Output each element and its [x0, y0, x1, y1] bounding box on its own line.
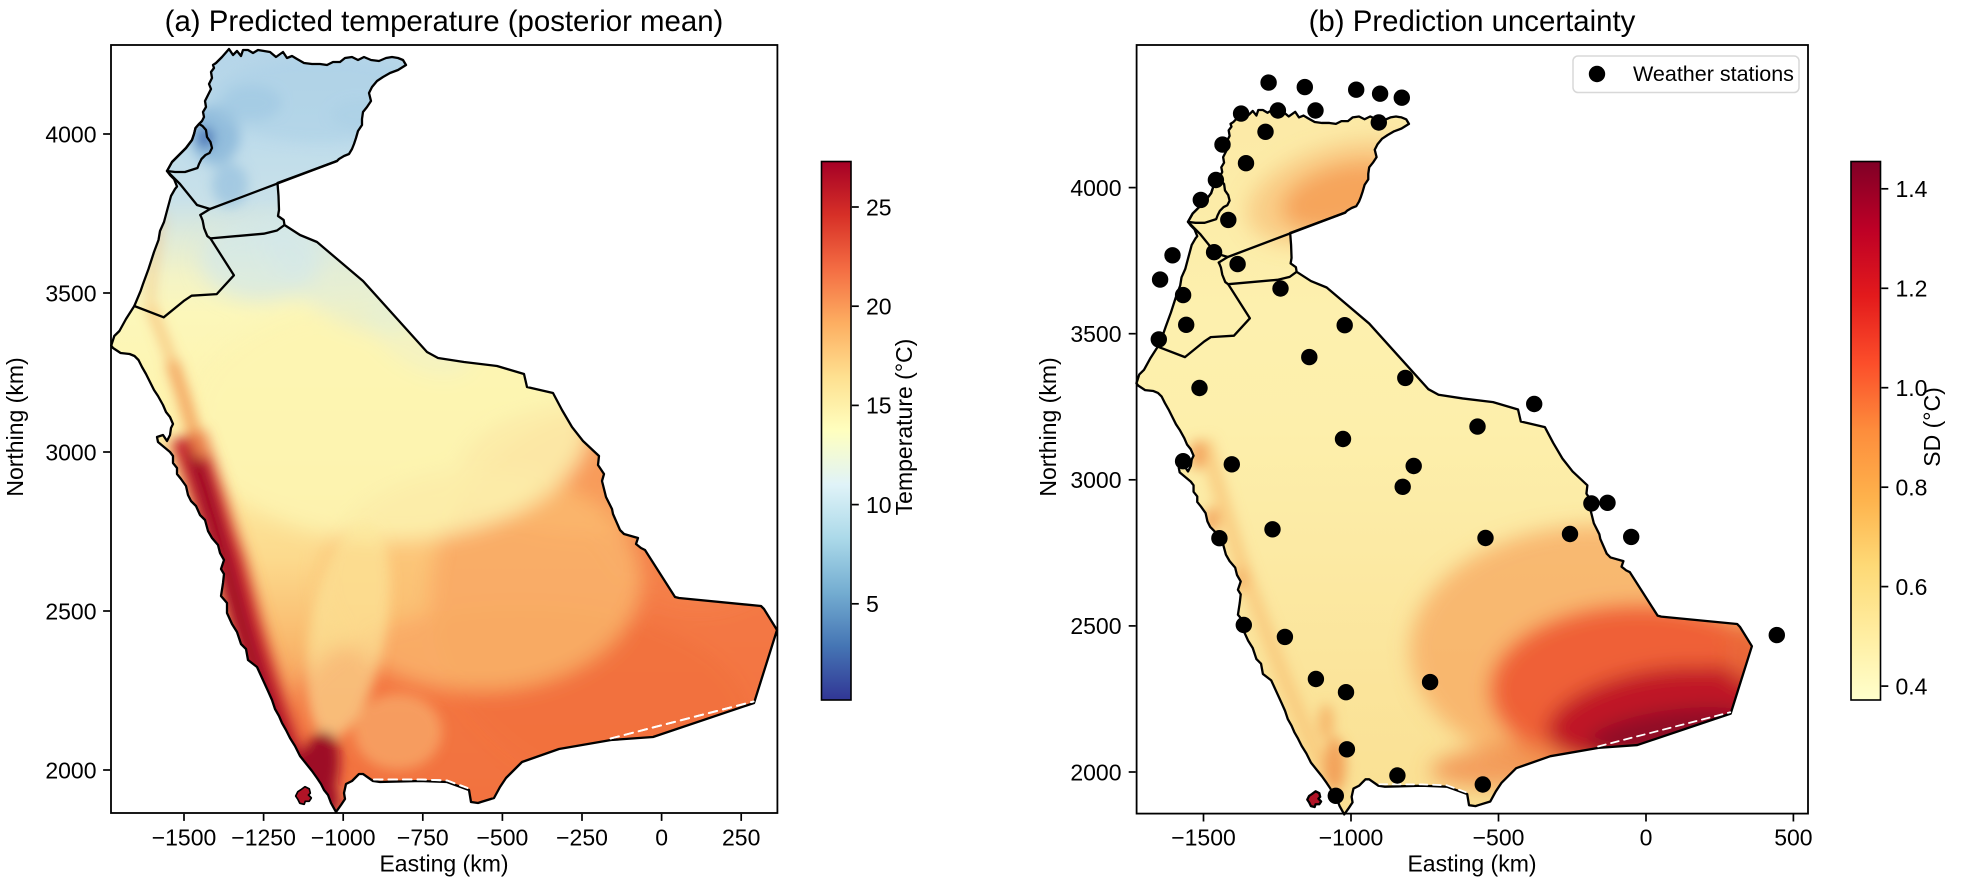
svg-text:−1500: −1500 — [1171, 825, 1236, 851]
svg-text:Weather stations: Weather stations — [1633, 62, 1794, 86]
svg-text:1.0: 1.0 — [1896, 375, 1928, 401]
svg-text:(a) Predicted temperature (pos: (a) Predicted temperature (posterior mea… — [165, 5, 724, 38]
svg-text:500: 500 — [1774, 825, 1812, 851]
svg-text:3500: 3500 — [1070, 321, 1121, 347]
svg-text:1.4: 1.4 — [1896, 176, 1928, 202]
svg-text:Temperature (°C): Temperature (°C) — [891, 339, 917, 516]
svg-text:2500: 2500 — [1070, 613, 1121, 639]
svg-text:Northing (km): Northing (km) — [2, 357, 28, 496]
svg-text:−250: −250 — [556, 825, 608, 851]
svg-text:Easting (km): Easting (km) — [379, 851, 508, 877]
svg-text:SD (°C): SD (°C) — [1919, 387, 1945, 466]
svg-text:0: 0 — [1640, 825, 1653, 851]
svg-text:10: 10 — [866, 492, 892, 518]
svg-text:−1250: −1250 — [231, 825, 296, 851]
svg-text:2000: 2000 — [1070, 759, 1121, 785]
svg-text:4000: 4000 — [45, 121, 96, 147]
svg-text:−500: −500 — [476, 825, 528, 851]
svg-text:15: 15 — [866, 393, 892, 419]
svg-text:20: 20 — [866, 294, 892, 320]
svg-text:0.6: 0.6 — [1896, 574, 1928, 600]
svg-text:2000: 2000 — [45, 757, 96, 783]
svg-text:2500: 2500 — [45, 598, 96, 624]
svg-text:25: 25 — [866, 194, 892, 220]
svg-text:4000: 4000 — [1070, 175, 1121, 201]
svg-text:Northing (km): Northing (km) — [1035, 357, 1061, 496]
svg-text:Easting (km): Easting (km) — [1407, 851, 1536, 877]
svg-text:250: 250 — [722, 825, 760, 851]
svg-text:3500: 3500 — [45, 280, 96, 306]
svg-text:−500: −500 — [1473, 825, 1525, 851]
svg-text:3000: 3000 — [1070, 467, 1121, 493]
svg-text:3000: 3000 — [45, 439, 96, 465]
svg-text:0.8: 0.8 — [1896, 475, 1928, 501]
svg-text:−750: −750 — [397, 825, 449, 851]
svg-text:0: 0 — [655, 825, 668, 851]
svg-text:5: 5 — [866, 591, 879, 617]
svg-text:0.4: 0.4 — [1896, 673, 1928, 699]
svg-text:1.2: 1.2 — [1896, 276, 1928, 302]
svg-text:(b) Prediction uncertainty: (b) Prediction uncertainty — [1309, 5, 1636, 38]
svg-text:−1500: −1500 — [152, 825, 217, 851]
svg-text:−1000: −1000 — [311, 825, 376, 851]
svg-text:−1000: −1000 — [1319, 825, 1384, 851]
